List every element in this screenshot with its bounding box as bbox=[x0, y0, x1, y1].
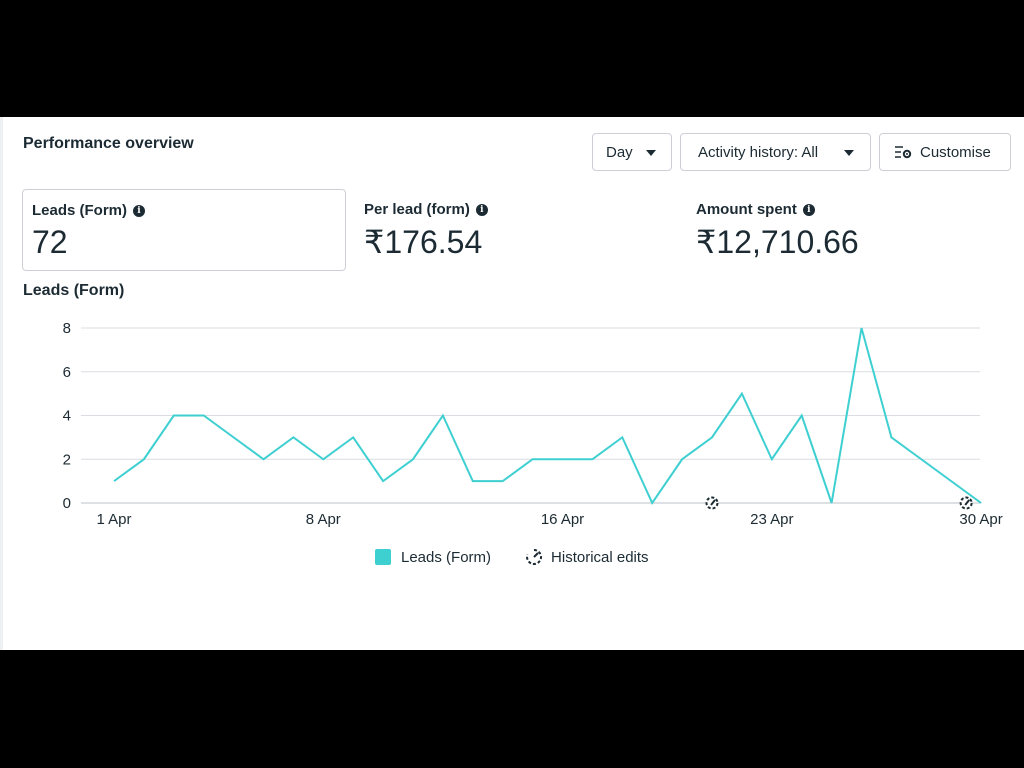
chart-legend: Leads (Form) Historical edits bbox=[375, 548, 649, 566]
info-icon[interactable]: i bbox=[475, 203, 488, 216]
metric-label-text: Per lead (form) bbox=[364, 201, 470, 218]
chart-title: Leads (Form) bbox=[23, 282, 125, 299]
metric-label-amount-spent: Amount spent i bbox=[696, 201, 815, 218]
x-tick-label: 1 Apr bbox=[96, 511, 131, 528]
customise-settings-icon bbox=[895, 146, 912, 159]
x-tick-label: 30 Apr bbox=[959, 511, 1002, 528]
metric-value-amount-spent: ₹12,710.66 bbox=[696, 224, 859, 260]
historical-edit-marker bbox=[959, 496, 973, 510]
series-line-leads bbox=[113, 327, 982, 506]
day-dropdown[interactable]: Day bbox=[592, 133, 672, 171]
y-tick-label: 6 bbox=[63, 364, 71, 381]
legend-item-historical[interactable]: Historical edits bbox=[525, 548, 649, 566]
y-tick-label: 2 bbox=[63, 451, 71, 468]
legend-swatch-leads bbox=[375, 549, 391, 565]
metric-value-leads: 72 bbox=[32, 224, 68, 260]
metric-label-leads: Leads (Form) i bbox=[32, 202, 146, 219]
x-tick-label: 23 Apr bbox=[750, 511, 793, 528]
metric-card-amount-spent[interactable]: Amount spent i ₹12,710.66 bbox=[696, 189, 996, 271]
performance-overview-panel: Performance overview Day Activity histor… bbox=[0, 117, 1024, 650]
customise-button[interactable]: Customise bbox=[879, 133, 1011, 171]
metric-card-per-lead[interactable]: Per lead (form) i ₹176.54 bbox=[364, 189, 664, 271]
y-tick-label: 8 bbox=[63, 320, 71, 337]
y-tick-label: 0 bbox=[63, 495, 71, 512]
chevron-down-icon bbox=[844, 150, 854, 156]
historical-edit-marker bbox=[705, 496, 719, 510]
info-icon[interactable]: i bbox=[133, 204, 146, 217]
chevron-down-icon bbox=[646, 150, 656, 156]
y-tick-label: 4 bbox=[63, 408, 71, 425]
info-icon[interactable]: i bbox=[802, 203, 815, 216]
metric-label-per-lead: Per lead (form) i bbox=[364, 201, 488, 218]
customise-label: Customise bbox=[920, 143, 991, 161]
day-dropdown-label: Day bbox=[606, 143, 633, 161]
historical-edits-icon bbox=[526, 548, 543, 565]
panel-title: Performance overview bbox=[23, 135, 194, 152]
activity-history-label: Activity history: All bbox=[698, 143, 819, 161]
legend-label-leads[interactable]: Leads (Form) bbox=[401, 548, 492, 566]
x-tick-label: 16 Apr bbox=[541, 511, 584, 528]
metric-label-text: Amount spent bbox=[696, 201, 797, 218]
metric-value-per-lead: ₹176.54 bbox=[364, 224, 483, 260]
activity-history-dropdown[interactable]: Activity history: All bbox=[680, 133, 871, 171]
leads-line-chart[interactable]: 0 2 4 6 8 1 Apr 8 Apr 16 Apr 23 Apr 30 Apr bbox=[3, 117, 1024, 537]
legend-label-historical: Historical edits bbox=[551, 548, 649, 566]
x-tick-label: 8 Apr bbox=[306, 511, 341, 528]
metric-card-leads[interactable]: Leads (Form) i 72 bbox=[22, 189, 346, 271]
metric-label-text: Leads (Form) bbox=[32, 202, 128, 219]
